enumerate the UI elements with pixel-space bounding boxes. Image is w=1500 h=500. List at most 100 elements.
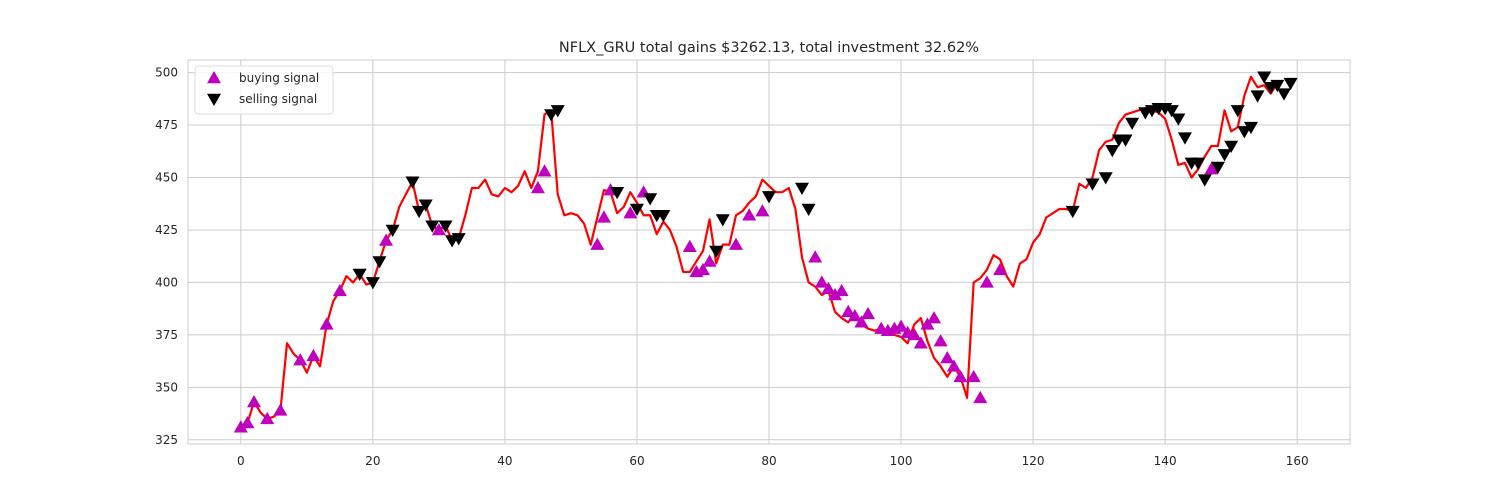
buy-signal-marker	[379, 233, 394, 246]
sell-signal-marker	[1283, 77, 1298, 91]
buy-signal-marker	[821, 281, 836, 294]
buy-signal-marker	[596, 210, 611, 223]
sell-signal-markers	[352, 71, 1298, 290]
buy-signal-marker	[841, 304, 856, 318]
sell-signal-marker	[1230, 105, 1245, 118]
sell-signal-marker	[610, 186, 625, 200]
y-tick-label: 425	[155, 223, 178, 237]
sell-signal-marker	[1177, 132, 1192, 145]
buy-signal-marker	[861, 306, 876, 320]
legend-item-selling-signal: selling signal	[207, 92, 317, 106]
sell-signal-marker	[1164, 105, 1179, 118]
sell-signal-marker	[425, 220, 440, 233]
buy-signal-marker	[907, 327, 922, 341]
sell-signal-marker	[451, 233, 466, 246]
buy-signal-marker	[953, 369, 968, 383]
y-tick-label: 375	[155, 328, 178, 342]
buy-signal-marker	[431, 222, 446, 236]
sell-signal-marker	[1243, 121, 1258, 135]
y-tick-label: 475	[155, 118, 178, 132]
buy-signal-markers	[233, 162, 1219, 433]
buy-signal-marker	[834, 283, 849, 297]
buy-signal-marker	[530, 181, 545, 194]
y-tick-label: 325	[155, 433, 178, 447]
buy-signal-marker	[920, 317, 935, 330]
sell-signal-marker	[1197, 174, 1212, 187]
sell-signal-marker	[385, 224, 400, 237]
sell-signal-marker	[801, 203, 816, 216]
buy-signal-marker	[808, 250, 823, 263]
buy-signal-marker	[728, 237, 743, 250]
buy-signal-marker	[847, 309, 862, 322]
buy-signal-marker	[247, 395, 262, 408]
buy-signal-marker	[590, 237, 605, 250]
sell-signal-marker	[1250, 90, 1265, 103]
legend-label-selling: selling signal	[239, 92, 317, 106]
chart-title: NFLX_GRU total gains $3262.13, total inv…	[559, 40, 979, 56]
buy-signal-marker	[623, 206, 638, 219]
price-line	[240, 75, 1279, 429]
buy-signal-marker	[319, 317, 334, 330]
sell-signal-marker	[418, 199, 433, 212]
buy-signal-marker	[828, 288, 843, 301]
sell-signal-marker	[1065, 205, 1080, 219]
x-tick-label: 160	[1286, 454, 1309, 468]
buy-signal-marker	[293, 353, 308, 366]
grid	[188, 60, 1350, 444]
x-tick-label: 40	[497, 454, 512, 468]
legend: buying signal selling signal	[194, 65, 334, 115]
buy-signal-marker	[273, 403, 288, 416]
sell-signal-marker	[643, 193, 658, 206]
sell-signal-marker	[1217, 149, 1232, 162]
sell-signal-marker	[1105, 144, 1120, 158]
x-tick-label: 120	[1022, 454, 1045, 468]
y-tick-label: 350	[155, 380, 178, 394]
buy-signal-marker	[993, 262, 1008, 276]
sell-signal-marker	[544, 109, 559, 122]
buy-signal-marker	[240, 416, 255, 429]
buy-signal-marker	[894, 319, 909, 332]
y-tick-label: 500	[155, 66, 178, 80]
sell-signal-marker	[709, 245, 724, 258]
sell-signal-marker	[1257, 71, 1272, 84]
sell-signal-marker	[1085, 178, 1100, 191]
buy-signal-marker	[682, 239, 697, 253]
sell-signal-marker	[1237, 126, 1252, 139]
buy-signal-marker	[742, 208, 757, 221]
sell-signal-marker	[762, 191, 776, 204]
sell-signal-marker	[550, 105, 565, 118]
buy-signal-marker	[332, 283, 347, 297]
plot-frame	[187, 59, 1351, 445]
sell-signal-marker	[412, 205, 427, 219]
buy-signal-marker	[755, 204, 770, 217]
buy-signal-marker	[537, 164, 552, 177]
buy-signal-marker	[854, 315, 869, 328]
buy-signal-marker	[260, 411, 275, 425]
sell-triangle-icon	[207, 93, 221, 106]
x-tick-label: 0	[237, 454, 245, 468]
buy-signal-marker	[814, 275, 829, 288]
sell-signal-marker	[1224, 140, 1239, 154]
sell-signal-marker	[438, 220, 453, 233]
buy-signal-marker	[306, 348, 321, 362]
sell-signal-marker	[1270, 79, 1285, 93]
sell-signal-marker	[1171, 113, 1186, 126]
sell-signal-marker	[795, 182, 810, 195]
axis-ticks: 0 20 40 60 80 100 120 140 160 325 350 375 400 425 450 4…	[155, 66, 1309, 468]
series-layer	[240, 75, 1279, 429]
buy-signal-marker	[1204, 162, 1219, 175]
legend-item-buying-signal: buying signal	[207, 71, 319, 85]
buy-signal-marker	[966, 369, 981, 383]
sell-signal-marker	[715, 214, 730, 227]
legend-label-buying: buying signal	[239, 71, 319, 85]
sell-signal-marker	[372, 256, 387, 269]
sell-signal-marker	[1276, 88, 1291, 101]
x-tick-label: 100	[890, 454, 913, 468]
y-tick-label: 450	[155, 171, 178, 185]
y-tick-label: 400	[155, 275, 178, 289]
buy-signal-marker	[973, 390, 988, 404]
sell-signal-marker	[629, 203, 644, 216]
sell-signal-marker	[1098, 172, 1113, 185]
x-tick-label: 60	[629, 454, 644, 468]
